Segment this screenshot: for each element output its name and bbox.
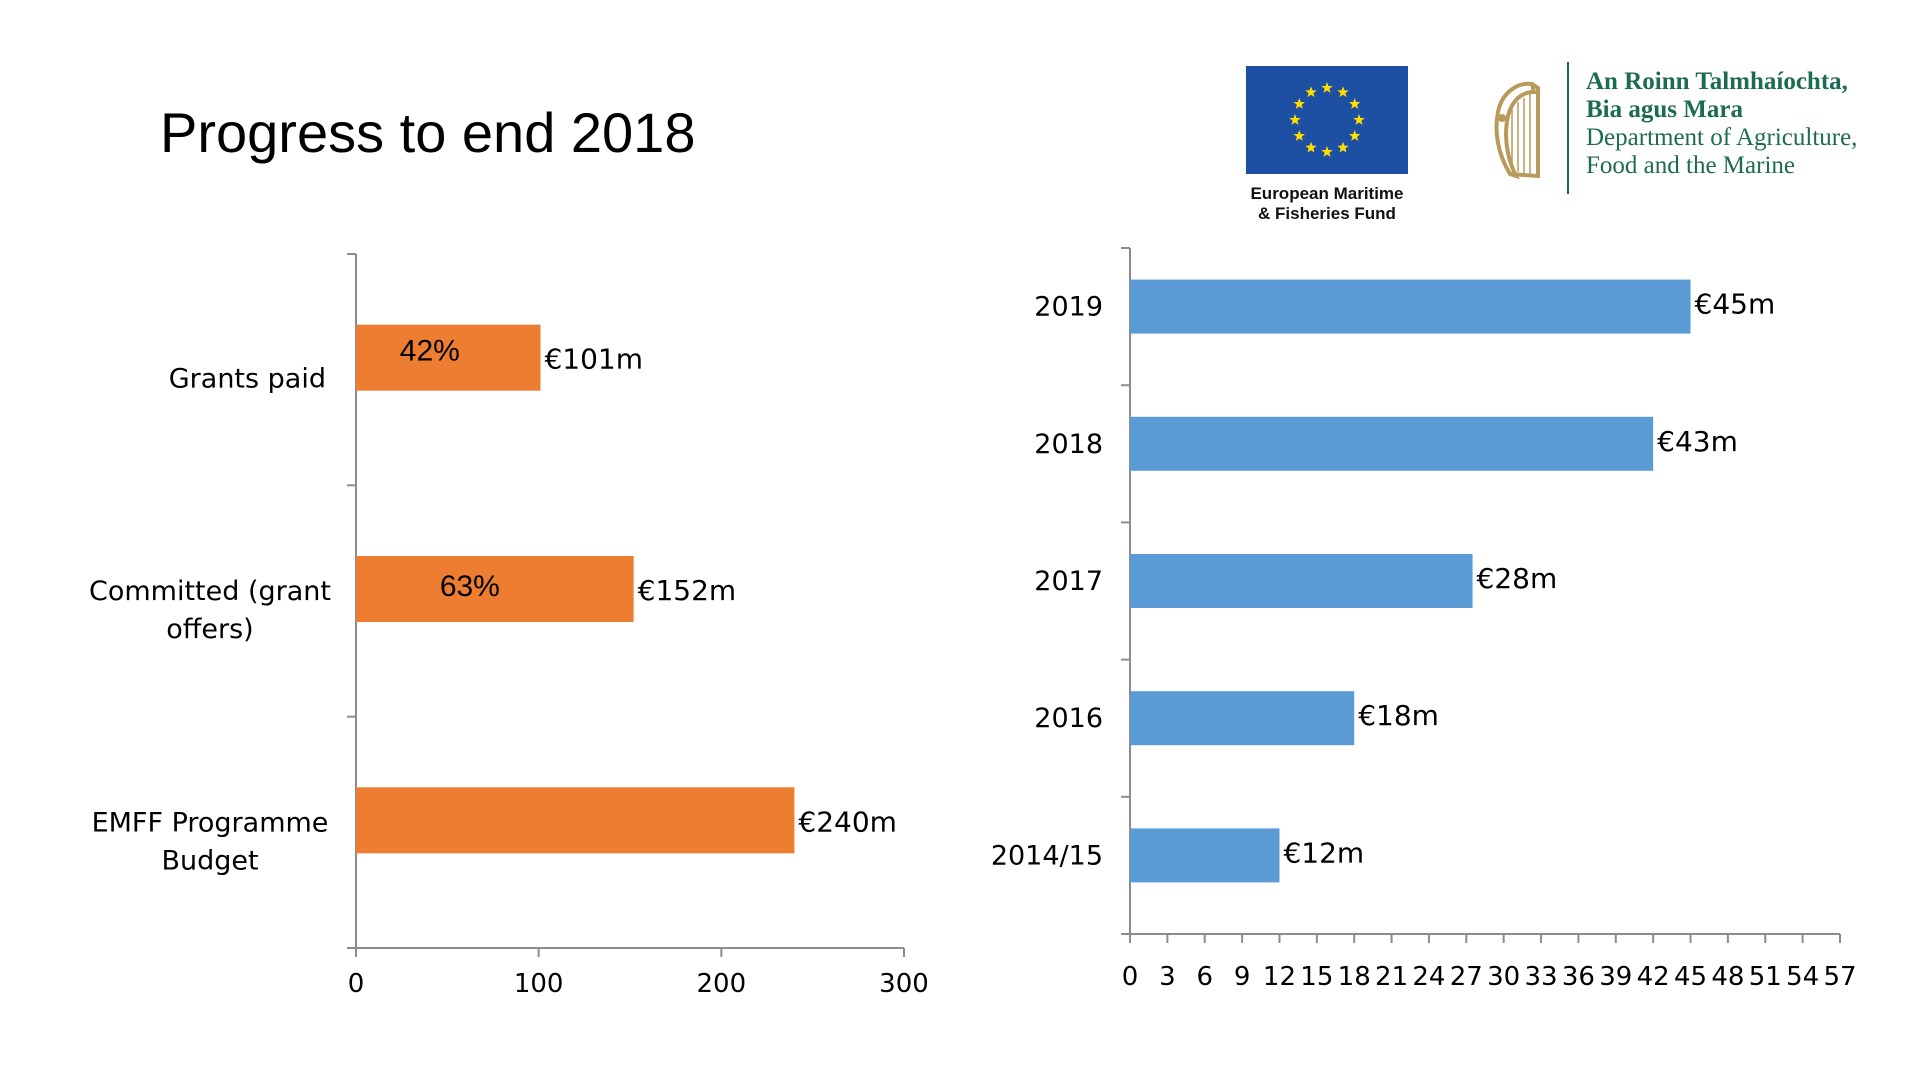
- x-tick-label: 15: [1300, 962, 1333, 992]
- dept-english-line-1: Department of Agriculture,: [1586, 124, 1858, 151]
- bar-value-label: €152m: [638, 574, 737, 607]
- logo-divider: [1567, 62, 1569, 194]
- x-tick-label: 9: [1234, 962, 1251, 992]
- eu-star-icon: [1349, 98, 1361, 109]
- x-tick-label: 54: [1786, 962, 1819, 992]
- eu-flag-logo: [1246, 66, 1408, 174]
- category-label: 2019: [1034, 292, 1103, 323]
- department-name: An Roinn Talmhaíochta, Bia agus Mara Dep…: [1586, 68, 1857, 180]
- eu-star-icon: [1337, 141, 1349, 153]
- x-tick-label: 36: [1562, 962, 1595, 992]
- dept-english-line-2: Food and the Marine: [1586, 152, 1795, 179]
- eu-caption-line-2: & Fisheries Fund: [1258, 204, 1396, 223]
- bar-value-label: €28m: [1477, 562, 1558, 595]
- x-tick-label: 27: [1450, 962, 1483, 992]
- x-tick-label: 57: [1823, 962, 1856, 992]
- bar: [1130, 828, 1280, 883]
- bar-value-label: €240m: [798, 805, 897, 838]
- dept-irish-line-2: Bia agus Mara: [1586, 96, 1743, 123]
- bar-percent-label: 63%: [440, 570, 500, 603]
- bar: [356, 324, 541, 391]
- eu-star-icon: [1293, 98, 1305, 109]
- eu-star-icon: [1305, 141, 1317, 153]
- x-tick-label: 18: [1338, 962, 1371, 992]
- bar: [356, 787, 795, 854]
- eu-star-icon: [1289, 114, 1301, 125]
- eu-fund-caption: European Maritime & Fisheries Fund: [1220, 184, 1434, 224]
- x-tick-label: 0: [1122, 962, 1139, 992]
- bar-value-label: €101m: [544, 343, 643, 376]
- eu-stars: [1289, 82, 1365, 157]
- eu-star-icon: [1353, 114, 1365, 125]
- x-tick-label: 21: [1375, 962, 1408, 992]
- x-tick-label: 33: [1525, 962, 1558, 992]
- annual-spend-chart: 0 3 6 9 12 15 18 21 24 27 30 33 36 39 42 45 48 51 54 57€45m…: [991, 247, 1857, 992]
- x-tick-label: 6: [1196, 962, 1213, 992]
- bar-percent-label: 42%: [400, 335, 460, 368]
- bar: [1130, 279, 1691, 334]
- bar: [1130, 691, 1355, 746]
- category-label: 2017: [1034, 566, 1103, 597]
- category-label: 2018: [1034, 429, 1103, 460]
- eu-caption-line-1: European Maritime: [1250, 184, 1404, 203]
- bar-value-label: €12m: [1283, 836, 1364, 869]
- x-tick-label: 45: [1674, 962, 1707, 992]
- eu-star-icon: [1293, 130, 1305, 141]
- eu-star-icon: [1349, 130, 1361, 141]
- category-label: 2016: [1034, 703, 1103, 734]
- x-tick-label: 42: [1637, 962, 1670, 992]
- eu-star-icon: [1305, 86, 1317, 98]
- x-tick-label: 0: [348, 969, 365, 999]
- x-tick-label: 48: [1711, 962, 1744, 992]
- bar: [356, 556, 634, 622]
- x-tick-label: 51: [1749, 962, 1782, 992]
- x-tick-label: 39: [1599, 962, 1632, 992]
- budget-progress-chart: 0 100 200 300 €101m 42% Grants paid €152m 63% Com…: [89, 253, 929, 999]
- category-label: 2014/15: [991, 840, 1103, 871]
- bar-value-label: €45m: [1695, 288, 1776, 321]
- x-tick-label: 300: [879, 969, 929, 999]
- category-label: Grants paid: [169, 364, 326, 395]
- harp-icon: [1494, 81, 1540, 180]
- x-tick-label: 100: [514, 969, 564, 999]
- bar-value-label: €43m: [1657, 425, 1738, 458]
- x-tick-label: 12: [1263, 962, 1296, 992]
- dept-irish-line-1: An Roinn Talmhaíochta,: [1586, 68, 1848, 95]
- x-tick-label: 3: [1159, 962, 1176, 992]
- slide-title: Progress to end 2018: [160, 101, 696, 164]
- x-tick-label: 24: [1412, 962, 1445, 992]
- bar-value-label: €18m: [1358, 699, 1439, 732]
- eu-star-icon: [1321, 146, 1333, 157]
- x-tick-label: 200: [697, 969, 747, 999]
- category-label: Budget: [161, 845, 258, 876]
- eu-star-icon: [1337, 86, 1349, 98]
- eu-star-icon: [1321, 82, 1333, 93]
- category-label: offers): [166, 614, 253, 645]
- bar: [1130, 416, 1654, 471]
- bar: [1130, 554, 1473, 608]
- category-label: Committed (grant: [89, 576, 331, 607]
- x-tick-label: 30: [1487, 962, 1520, 992]
- category-label: EMFF Programme: [92, 807, 329, 838]
